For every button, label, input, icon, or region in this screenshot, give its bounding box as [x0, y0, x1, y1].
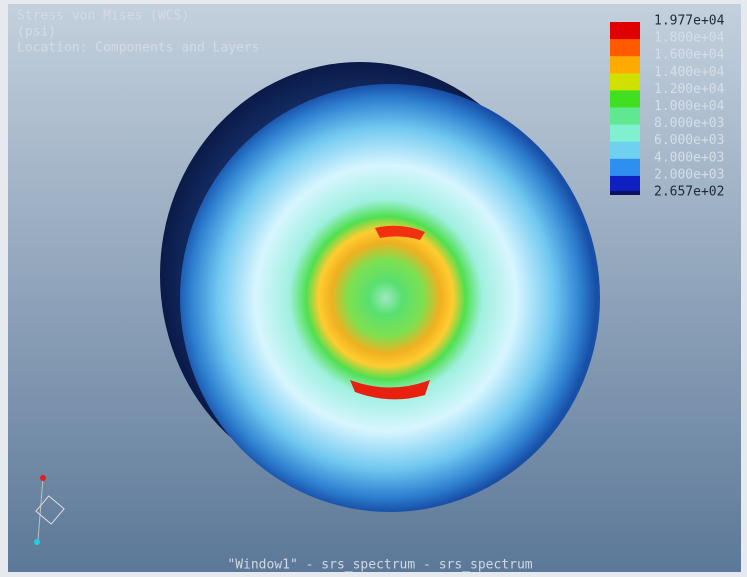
legend-swatch [610, 39, 640, 57]
header-line: Location: Components and Layers [17, 41, 260, 56]
legend-swatch [610, 108, 640, 126]
legend-swatch [610, 142, 640, 160]
footer-text: "Window1" - srs_spectrum - srs_spectrum [227, 558, 532, 573]
legend-label: 1.600e+04 [654, 48, 725, 63]
legend-swatch [610, 73, 640, 91]
legend-label: 6.000e+03 [654, 133, 724, 148]
legend-swatch [610, 56, 640, 74]
header-line: (psi) [17, 25, 56, 40]
legend-label: 1.000e+04 [654, 99, 725, 114]
legend-label: 1.800e+04 [654, 31, 725, 46]
legend-swatch [610, 159, 640, 177]
legend-label: 8.000e+03 [654, 116, 724, 131]
header-line: Stress von Mises (WCS) [17, 9, 189, 24]
legend-swatch [610, 191, 640, 195]
viewport: Stress von Mises (WCS)(psi)Location: Com… [0, 0, 747, 577]
legend-label: 2.000e+03 [654, 167, 724, 182]
page: Stress von Mises (WCS)(psi)Location: Com… [0, 0, 747, 577]
legend-swatch [610, 22, 640, 40]
legend-bar [610, 22, 640, 195]
legend-swatch [610, 125, 640, 143]
legend-label: 1.977e+04 [654, 14, 725, 29]
model-face [180, 84, 600, 512]
legend-swatch [610, 90, 640, 108]
legend-swatch [610, 176, 640, 194]
legend-label: 1.200e+04 [654, 82, 725, 97]
legend-label: 1.400e+04 [654, 65, 725, 80]
legend-label: 2.657e+02 [654, 185, 724, 200]
legend-label: 4.000e+03 [654, 150, 724, 165]
